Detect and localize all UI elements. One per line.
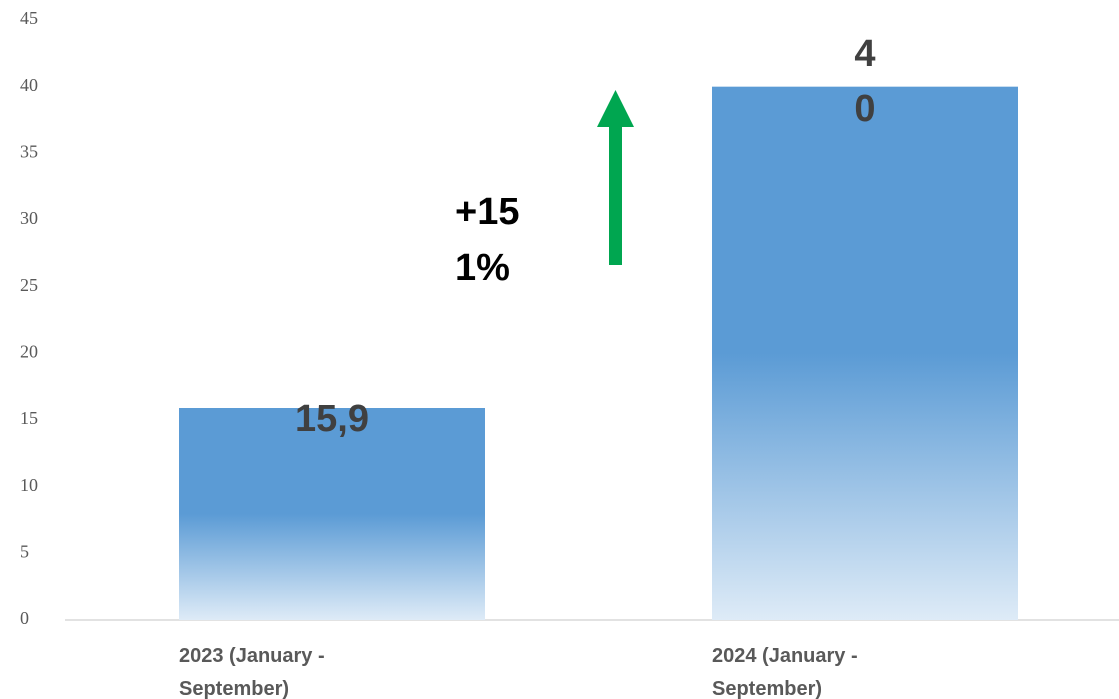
y-tick-label: 40 [20, 75, 38, 95]
annotation: +151% [455, 191, 520, 289]
x-tick-label: 2024 (January - September) [712, 645, 858, 699]
growth-arrow [597, 90, 634, 265]
y-tick-label: 20 [20, 341, 38, 361]
data-label: 15,9 [295, 398, 369, 440]
y-tick-label: 5 [20, 541, 29, 561]
y-tick-label: 35 [20, 141, 38, 161]
y-tick-label: 0 [20, 608, 29, 628]
y-tick-label: 10 [20, 475, 38, 495]
data-label: 40 [854, 32, 876, 130]
y-tick-label: 45 [20, 8, 38, 28]
y-tick-label: 25 [20, 275, 38, 295]
bar [712, 86, 1018, 620]
y-tick-label: 15 [20, 408, 38, 428]
y-tick-label: 30 [20, 208, 38, 228]
bar [179, 408, 485, 620]
x-tick-label: 2023 (January - September) [179, 645, 325, 699]
